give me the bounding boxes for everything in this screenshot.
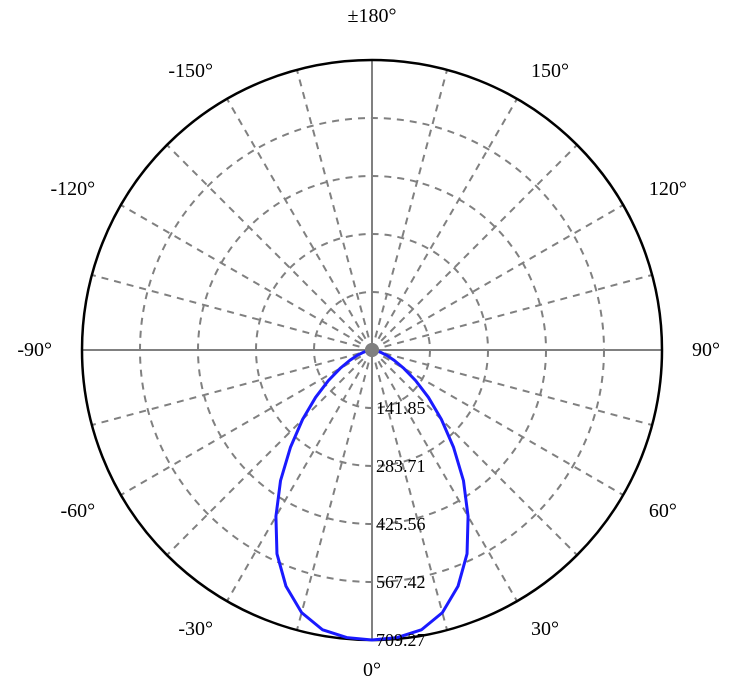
- radial-tick-label: 425.56: [376, 514, 426, 534]
- grid-spoke: [92, 350, 372, 425]
- radial-tick-label: 283.71: [376, 456, 426, 476]
- grid-spoke: [92, 275, 372, 350]
- center-hub: [365, 343, 379, 357]
- angle-label: -90°: [17, 339, 52, 361]
- grid-spoke: [167, 350, 372, 555]
- angle-label: 0°: [363, 659, 381, 681]
- angle-label: 150°: [531, 60, 569, 82]
- grid-spoke: [372, 275, 652, 350]
- angle-label: 60°: [649, 500, 677, 522]
- grid-spoke: [121, 205, 372, 350]
- grid-spoke: [372, 205, 623, 350]
- grid-spoke: [167, 145, 372, 350]
- angle-label: 90°: [692, 339, 720, 361]
- angle-label: 30°: [531, 618, 559, 640]
- grid-spoke: [372, 145, 577, 350]
- polar-chart: 141.85 283.71 425.56 567.42 709.27 0° 30° 60° 90…: [0, 0, 743, 700]
- radial-tick-label: 709.27: [376, 630, 426, 650]
- grid-spoke: [372, 99, 517, 350]
- angle-label: -30°: [178, 618, 213, 640]
- grid-spoke: [227, 99, 372, 350]
- radial-tick-label: 567.42: [376, 572, 426, 592]
- grid-spoke: [372, 70, 447, 350]
- grid-spoke: [227, 350, 372, 601]
- grid-spoke: [297, 350, 372, 630]
- angle-label: -60°: [60, 500, 95, 522]
- angle-label: -150°: [168, 60, 213, 82]
- radial-tick-label: 141.85: [376, 398, 426, 418]
- grid-spoke: [297, 70, 372, 350]
- angle-label: ±180°: [348, 5, 397, 27]
- angle-label: 120°: [649, 178, 687, 200]
- angle-label: -120°: [50, 178, 95, 200]
- grid-spoke: [121, 350, 372, 495]
